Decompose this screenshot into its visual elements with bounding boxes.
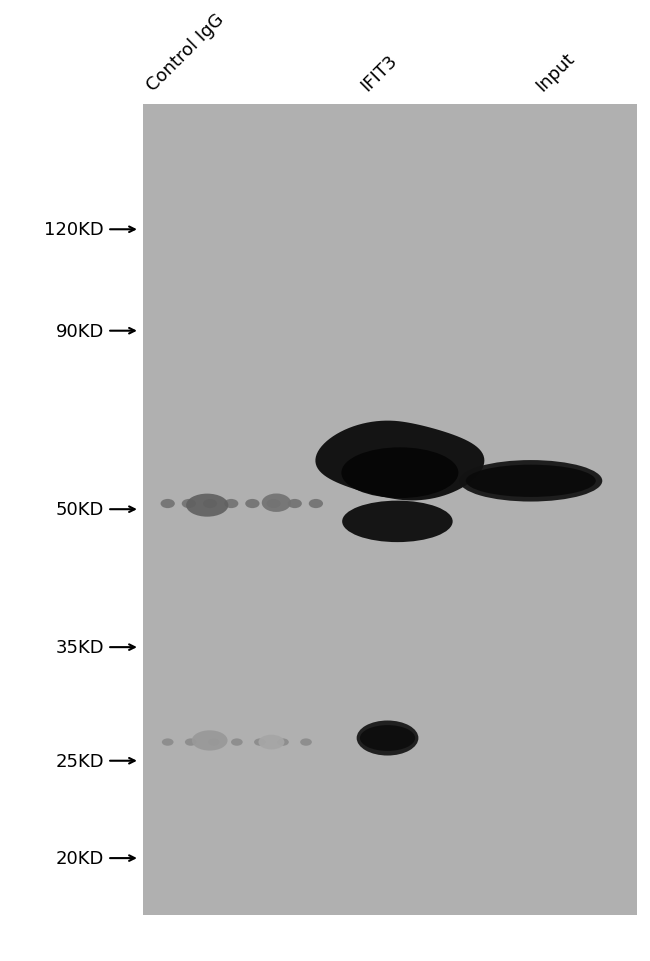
Text: 20KD: 20KD	[56, 850, 104, 867]
Ellipse shape	[309, 500, 323, 508]
Text: Control IgG: Control IgG	[143, 11, 228, 95]
Text: 120KD: 120KD	[44, 221, 104, 239]
Polygon shape	[315, 421, 484, 501]
Ellipse shape	[300, 739, 312, 746]
Ellipse shape	[224, 500, 239, 508]
Ellipse shape	[208, 739, 220, 746]
Text: 90KD: 90KD	[56, 322, 104, 340]
Ellipse shape	[185, 739, 196, 746]
FancyBboxPatch shape	[143, 105, 637, 915]
Text: Input: Input	[533, 50, 578, 95]
Ellipse shape	[162, 739, 174, 746]
Ellipse shape	[161, 500, 175, 508]
Ellipse shape	[460, 460, 603, 502]
Ellipse shape	[277, 739, 289, 746]
Ellipse shape	[231, 739, 242, 746]
Text: IFIT3: IFIT3	[358, 52, 401, 95]
Ellipse shape	[203, 500, 217, 508]
Ellipse shape	[254, 739, 266, 746]
Ellipse shape	[182, 500, 196, 508]
Ellipse shape	[341, 448, 458, 499]
Text: 50KD: 50KD	[56, 501, 104, 519]
Ellipse shape	[342, 501, 452, 543]
Ellipse shape	[259, 735, 285, 750]
Ellipse shape	[357, 721, 419, 755]
Ellipse shape	[262, 494, 291, 512]
Text: 35KD: 35KD	[55, 638, 104, 656]
Ellipse shape	[245, 500, 259, 508]
Ellipse shape	[360, 726, 415, 752]
Ellipse shape	[192, 730, 228, 751]
Ellipse shape	[186, 494, 228, 517]
Ellipse shape	[266, 500, 281, 508]
Text: 25KD: 25KD	[55, 752, 104, 770]
Ellipse shape	[287, 500, 302, 508]
Ellipse shape	[466, 465, 596, 498]
